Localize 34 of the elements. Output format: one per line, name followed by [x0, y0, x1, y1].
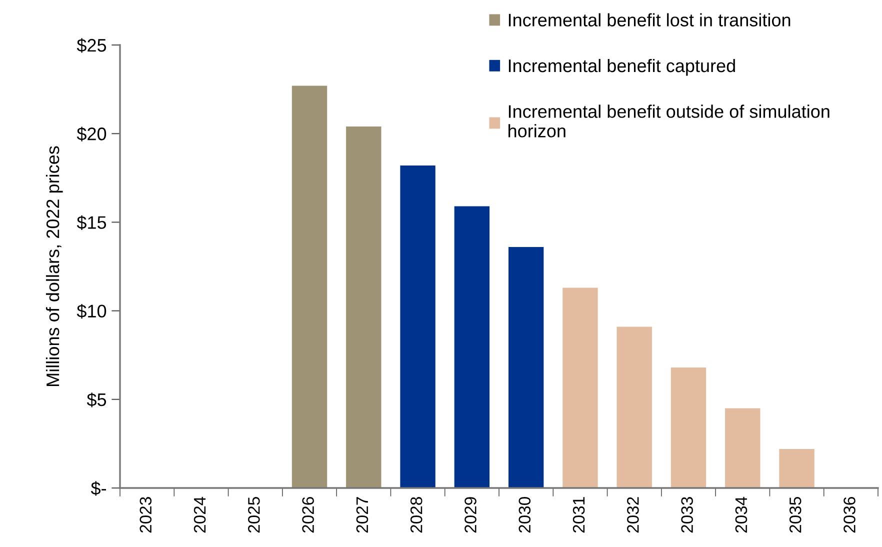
x-tick-label: 2030 [518, 496, 531, 533]
bar [454, 206, 490, 488]
y-tick-label: $20 [76, 126, 106, 142]
x-tick-label: 2031 [572, 497, 585, 533]
x-tick-label: 2029 [464, 497, 476, 533]
bar [725, 408, 760, 488]
y-tick-label: $25 [76, 38, 106, 53]
y-tick-label: $- [90, 481, 106, 496]
bar [346, 126, 382, 488]
x-tick-label: 2028 [410, 497, 422, 533]
x-tick-label: 2023 [140, 497, 152, 533]
legend-label: Incremental benefit captured [508, 58, 735, 76]
x-tick-label: 2034 [735, 496, 748, 533]
y-tick-label: $10 [76, 304, 106, 319]
bar [400, 165, 436, 488]
legend-label: Incremental benefit lost in transition [508, 13, 790, 26]
y-axis-title: Millions of dollars, 2022 prices [46, 146, 63, 386]
bar [670, 368, 706, 488]
x-tick-label: 2033 [681, 497, 693, 533]
y-tick-label: $5 [86, 392, 106, 408]
bar [508, 247, 544, 488]
x-tick-label: 2026 [302, 497, 314, 533]
bar [616, 326, 652, 488]
x-tick-label: 2036 [844, 497, 856, 533]
x-tick-label: 2027 [356, 497, 368, 533]
y-tick-label: $15 [76, 215, 106, 230]
bar [779, 449, 814, 488]
x-tick-label: 2024 [194, 496, 206, 533]
x-tick-label: 2035 [789, 497, 802, 533]
x-tick-label: 2032 [627, 497, 639, 533]
legend-label: Incremental benefit outside of simulation horizon [508, 104, 830, 138]
x-tick-label: 2025 [248, 497, 260, 533]
bar [292, 86, 328, 488]
bar [562, 288, 598, 488]
